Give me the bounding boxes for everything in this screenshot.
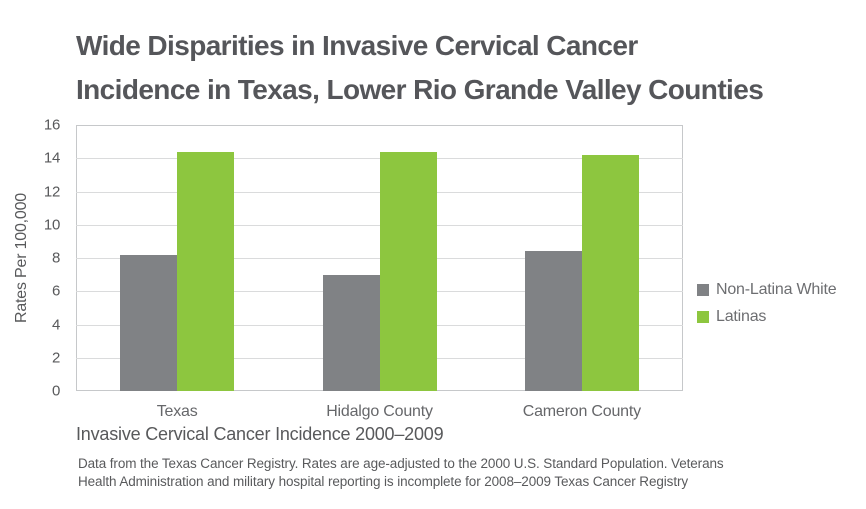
legend-item-latinas: Latinas	[697, 308, 836, 326]
legend-swatch	[697, 311, 709, 323]
y-tick-label: 0	[51, 382, 60, 400]
y-tick-label: 2	[51, 349, 60, 367]
bar-non-latina-white-texas	[120, 254, 178, 391]
y-tick-label: 12	[43, 183, 60, 200]
y-tick-label: 16	[43, 116, 60, 134]
chart-title-line2: Incidence in Texas, Lower Rio Grande Val…	[76, 74, 764, 105]
caption: Invasive Cervical Cancer Incidence 2000–…	[76, 424, 444, 444]
x-axis-label-hidalgo-county: Hidalgo County	[326, 403, 433, 420]
x-axis-label-texas: Texas	[156, 403, 198, 420]
y-tick-label: 4	[51, 316, 60, 333]
bar-non-latina-white-hidalgo-county	[322, 274, 380, 391]
y-tick-label: 10	[43, 216, 60, 234]
legend: Non-Latina White Latinas	[697, 281, 837, 326]
legend-label: Non-Latina White	[716, 281, 837, 298]
y-tick-label: 8	[51, 249, 60, 267]
bar-latinas-hidalgo-county	[379, 151, 437, 391]
bar-latinas-texas	[177, 151, 235, 391]
chart-title: Wide Disparities in Invasive Cervical Ca…	[76, 24, 836, 112]
legend-item-non-latina-white: Non-Latina White	[697, 281, 837, 299]
chart-title-line1: Wide Disparities in Invasive Cervical Ca…	[76, 30, 638, 61]
y-tick-label: 14	[43, 149, 60, 167]
footnote-line2: Health Administration and military hospi…	[78, 474, 689, 489]
x-axis-label-cameron-county: Cameron County	[522, 403, 641, 420]
footnote-line1: Data from the Texas Cancer Registry. Rat…	[78, 456, 724, 471]
legend-swatch	[697, 284, 709, 296]
legend-label: Latinas	[716, 308, 767, 325]
bar-non-latina-white-cameron-county	[524, 251, 582, 391]
bar-latinas-cameron-county	[581, 154, 639, 391]
y-tick-label: 6	[51, 282, 60, 300]
footnote: Data from the Texas Cancer Registry. Rat…	[78, 455, 778, 491]
